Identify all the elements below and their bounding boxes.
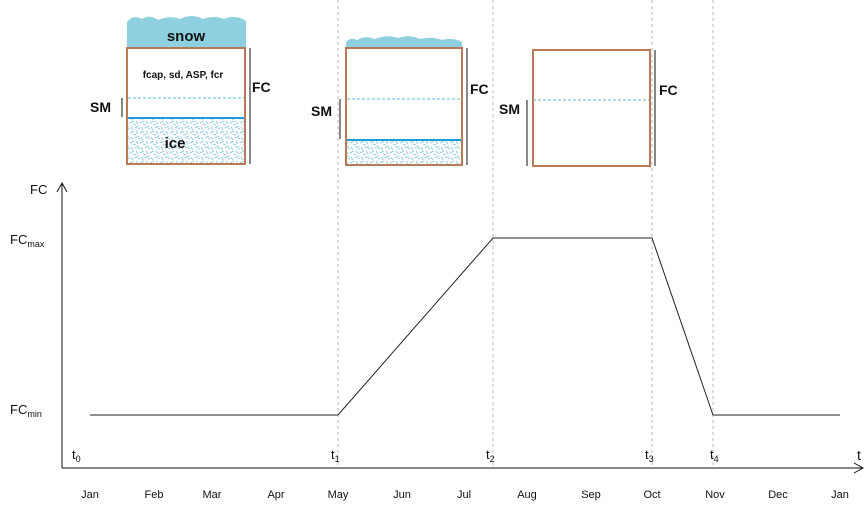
month-label-jun: Jun [393,489,411,501]
fc-max-label: FCmax [10,232,45,249]
sm-label: SM [499,101,520,117]
time-marker-t1: t1 [331,447,340,464]
snow-label: snow [167,28,206,45]
storage-box [345,47,463,166]
month-label-oct: Oct [643,489,660,501]
x-axis-label: t [857,447,861,463]
month-labels: Jan Feb Mar Apr May Jun Jul Aug Sep Oct … [81,489,849,501]
y-axis-label: FC [30,182,47,197]
box-winter: snow fcap, sd, ASP, fcr ice FC SM [90,16,271,165]
month-label-feb: Feb [145,489,164,501]
month-label-aug: Aug [517,489,537,501]
month-label-jan-next: Jan [831,489,849,501]
time-marker-t2: t2 [486,447,495,464]
sm-label: SM [90,99,111,115]
time-marker-t0: t0 [72,447,81,464]
params-label: fcap, sd, ASP, fcr [143,70,224,81]
ice-layer [347,140,462,165]
month-label-jan: Jan [81,489,99,501]
x-axis-arrow [853,462,865,474]
month-label-sep: Sep [581,489,601,501]
time-marker-t3: t3 [645,447,654,464]
time-marker-t4: t4 [710,447,719,464]
box-spring: FC SM [311,36,489,166]
box-summer: FC SM [499,49,678,167]
month-label-nov: Nov [705,489,725,501]
fc-curve [90,237,840,416]
storage-box [532,49,651,167]
month-label-mar: Mar [203,489,222,501]
month-label-jul: Jul [457,489,471,501]
dashed-guides [337,0,714,468]
storage-box [126,47,246,165]
fc-label: FC [659,82,678,98]
fc-label: FC [252,79,271,95]
y-axis-arrow [56,181,68,193]
ice-label: ice [165,135,186,152]
axes: FC t FCmax FCmin [10,181,865,474]
fc-min-label: FCmin [10,402,42,419]
fc-label: FC [470,81,489,97]
snow-layer [127,16,246,48]
ice-layer [128,118,245,163]
sm-label: SM [311,103,332,119]
time-markers: t0 t1 t2 t3 t4 [72,447,719,464]
month-label-apr: Apr [267,489,284,501]
snow-layer [346,36,462,48]
month-label-may: May [328,489,349,501]
month-label-dec: Dec [768,489,788,501]
